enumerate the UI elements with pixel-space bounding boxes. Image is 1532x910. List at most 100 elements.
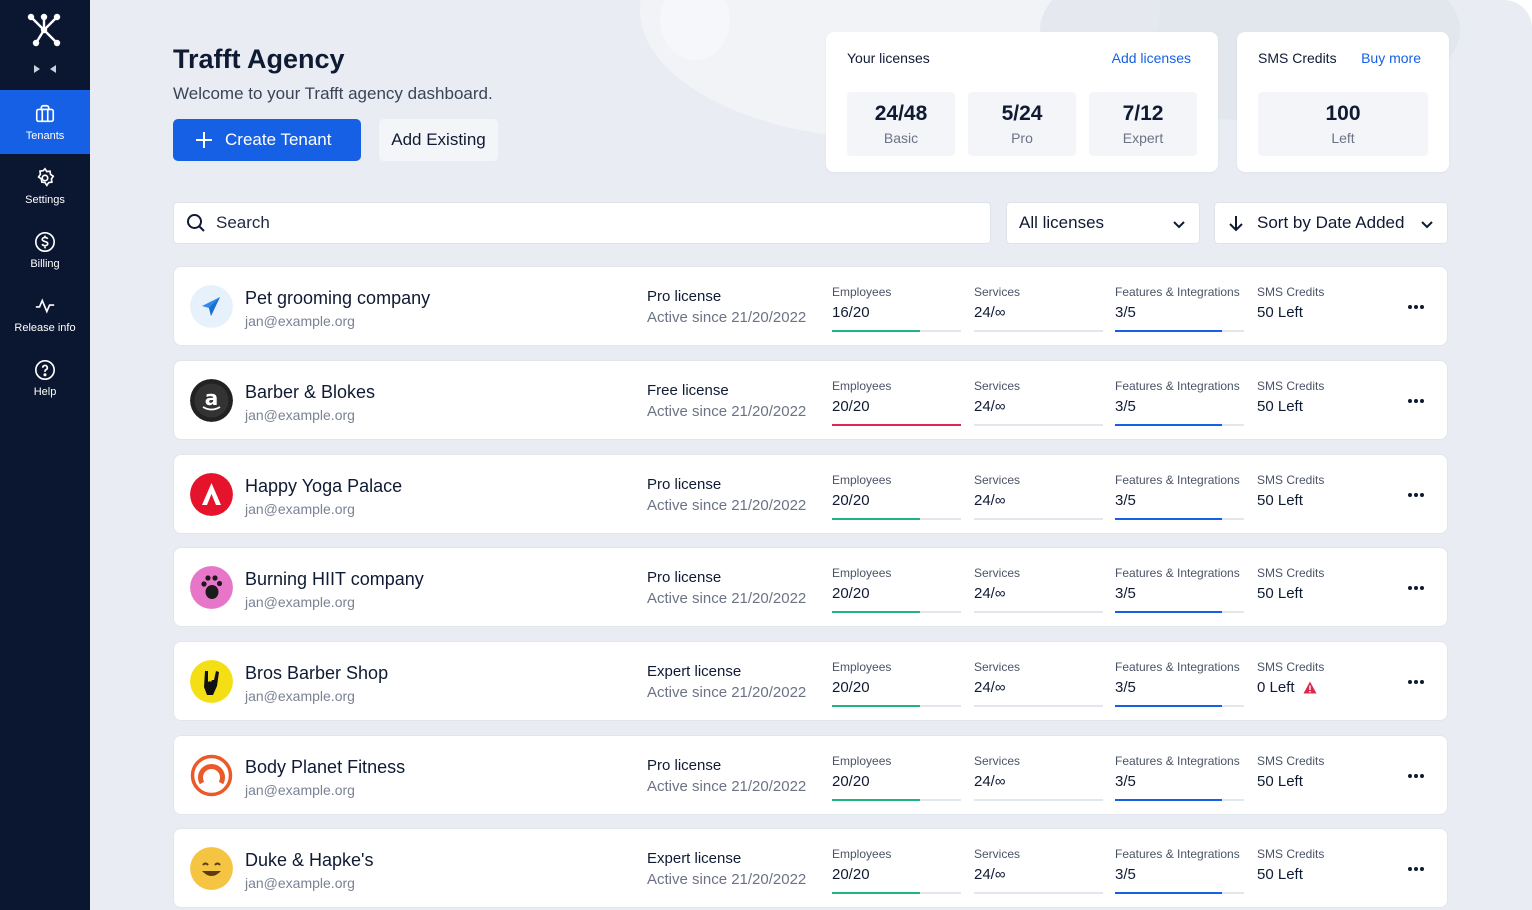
tenant-row[interactable]: Pet grooming company jan@example.org Pro… <box>173 266 1448 346</box>
tenant-email: jan@example.org <box>245 407 355 423</box>
tenant-active-since: Active since 21/20/2022 <box>647 871 807 888</box>
employees-metric: Employees 20/20 <box>832 473 961 520</box>
sms-metric: SMS Credits 0 Left <box>1257 660 1324 696</box>
services-progress <box>974 330 1103 332</box>
warning-icon <box>1303 681 1317 694</box>
tenant-active-since: Active since 21/20/2022 <box>647 309 807 326</box>
tenant-avatar <box>190 754 233 797</box>
tenant-email: jan@example.org <box>245 875 355 891</box>
tenant-row[interactable]: Duke & Hapke's jan@example.org Expert li… <box>173 828 1448 908</box>
trafft-logo-icon[interactable] <box>26 12 62 48</box>
tenant-row[interactable]: Bros Barber Shop jan@example.org Expert … <box>173 641 1448 721</box>
employees-progress-fill <box>832 799 920 801</box>
tenant-row[interactable]: Body Planet Fitness jan@example.org Pro … <box>173 735 1448 815</box>
features-progress <box>1115 705 1244 707</box>
chevron-down-icon <box>1421 221 1433 229</box>
more-options-button[interactable] <box>1402 485 1430 505</box>
sidebar-item-release-info[interactable]: Release info <box>0 282 90 346</box>
features-label: Features & Integrations <box>1115 847 1240 861</box>
sms-label: SMS Credits <box>1257 754 1325 768</box>
sms-metric: SMS Credits 50 Left <box>1257 754 1324 790</box>
employees-metric: Employees 20/20 <box>832 566 961 613</box>
features-progress-fill <box>1115 424 1223 426</box>
services-label: Services <box>974 847 1021 861</box>
employees-label: Employees <box>832 285 892 299</box>
services-progress <box>974 424 1103 426</box>
employees-label: Employees <box>832 847 892 861</box>
tenant-name: Burning HIIT company <box>245 569 424 589</box>
search-input[interactable] <box>216 213 976 233</box>
sidebar-item-help[interactable]: Help <box>0 346 90 410</box>
sms-credits-card: SMS Credits Buy more 100 Left <box>1237 32 1449 172</box>
tenant-row[interactable]: Burning HIIT company jan@example.org Pro… <box>173 547 1448 627</box>
add-licenses-link[interactable]: Add licenses <box>1111 50 1191 66</box>
features-value: 3/5 <box>1115 398 1136 415</box>
sidebar-item-settings[interactable]: Settings <box>0 154 90 218</box>
more-options-button[interactable] <box>1402 391 1430 411</box>
services-metric: Services 24/∞ <box>974 660 1103 707</box>
more-options-button[interactable] <box>1402 766 1430 786</box>
amazon-logo-icon: a <box>190 379 233 422</box>
gear-icon <box>37 167 55 187</box>
tenant-name: Body Planet Fitness <box>245 757 406 777</box>
create-tenant-button[interactable]: Create Tenant <box>173 119 361 161</box>
more-options-button[interactable] <box>1402 578 1430 598</box>
services-value: 24/∞ <box>974 398 1006 415</box>
employees-value: 16/20 <box>832 304 870 321</box>
tenant-avatar <box>190 847 233 890</box>
employees-progress <box>832 799 961 801</box>
briefcase-icon <box>35 104 55 122</box>
employees-value: 20/20 <box>832 773 870 790</box>
sort-dropdown[interactable]: Sort by Date Added <box>1214 202 1448 244</box>
license-stat-expert: 7/12 Expert <box>1089 92 1197 156</box>
tenant-license: Expert license <box>647 663 742 680</box>
services-metric: Services 24/∞ <box>974 285 1103 332</box>
add-existing-button[interactable]: Add Existing <box>379 119 498 161</box>
services-value: 24/∞ <box>974 773 1006 790</box>
sms-label: SMS Credits <box>1257 473 1325 487</box>
services-value: 24/∞ <box>974 304 1006 321</box>
sidebar-item-label: Help <box>33 385 57 398</box>
features-metric: Features & Integrations 3/5 <box>1115 660 1244 707</box>
sms-credits-value: 100 <box>1325 102 1361 125</box>
license-stat-value: 24/48 <box>874 102 928 125</box>
collapse-sidebar-icon[interactable] <box>30 62 60 76</box>
features-value: 3/5 <box>1115 866 1136 883</box>
tenant-row[interactable]: Happy Yoga Palace jan@example.org Pro li… <box>173 454 1448 534</box>
tenant-name: Duke & Hapke's <box>245 850 374 870</box>
employees-progress-fill <box>832 518 920 520</box>
tenant-active-since: Active since 21/20/2022 <box>647 684 807 701</box>
buy-more-link[interactable]: Buy more <box>1361 50 1421 66</box>
sms-value: 50 Left <box>1257 866 1303 883</box>
tenant-avatar <box>190 566 233 609</box>
more-options-button[interactable] <box>1402 297 1430 317</box>
license-stat-value: 5/24 <box>1001 102 1043 125</box>
features-value: 3/5 <box>1115 585 1136 602</box>
more-options-button[interactable] <box>1402 859 1430 879</box>
sidebar-item-tenants[interactable]: Tenants <box>0 90 90 154</box>
paw-logo-icon <box>190 566 233 609</box>
license-filter-dropdown[interactable]: All licenses <box>1006 202 1200 244</box>
more-options-button[interactable] <box>1402 672 1430 692</box>
employees-label: Employees <box>832 660 892 674</box>
services-label: Services <box>974 566 1021 580</box>
sms-credits-heading: SMS Credits <box>1258 50 1337 66</box>
features-progress <box>1115 424 1244 426</box>
sms-label: SMS Credits <box>1257 847 1325 861</box>
search-icon <box>187 214 205 232</box>
employees-metric: Employees 20/20 <box>832 379 961 426</box>
features-label: Features & Integrations <box>1115 660 1240 674</box>
tenant-avatar <box>190 473 233 516</box>
tenant-row[interactable]: a Barber & Blokes jan@example.org Free l… <box>173 360 1448 440</box>
employees-metric: Employees 20/20 <box>832 754 961 801</box>
employees-label: Employees <box>832 754 892 768</box>
licenses-card: Your licenses Add licenses 24/48 Basic 5… <box>826 32 1218 172</box>
create-tenant-label: Create Tenant <box>225 130 332 149</box>
sidebar-item-label: Billing <box>30 257 60 270</box>
features-metric: Features & Integrations 3/5 <box>1115 473 1244 520</box>
svg-text:a: a <box>205 386 219 410</box>
features-progress <box>1115 892 1244 894</box>
sidebar-item-billing[interactable]: Billing <box>0 218 90 282</box>
tenant-license: Free license <box>647 382 729 399</box>
